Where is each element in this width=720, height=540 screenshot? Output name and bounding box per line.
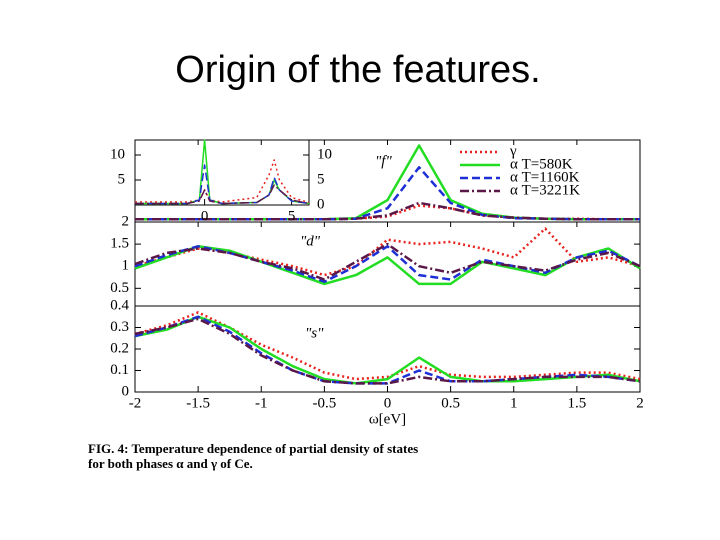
x-tick-label: -1.5: [186, 395, 210, 411]
x-tick-label: 1.5: [568, 395, 587, 411]
series-line: [134, 227, 641, 277]
y-tick-label: 1: [122, 258, 130, 274]
y-tick-label: 0.5: [110, 280, 129, 296]
legend-label: γ: [509, 143, 517, 159]
legend-label: α T=580K: [510, 156, 573, 172]
x-tick-label: -1: [255, 395, 268, 411]
panel-label: "s": [305, 325, 324, 341]
y-tick-label: 0: [122, 383, 130, 399]
panel-label: "d": [300, 233, 321, 249]
x-tick-label: 0.5: [441, 395, 460, 411]
y-tick-label: 2: [122, 213, 130, 229]
x-tick-label: 2: [636, 395, 644, 411]
series-line: [135, 164, 310, 205]
series-line: [135, 166, 640, 221]
x-tick-label: 5: [288, 208, 296, 224]
series-line: [135, 159, 310, 204]
x-tick-label: 0: [201, 208, 209, 224]
plot-frame: [134, 139, 310, 206]
legend-label: α T=1160K: [510, 169, 580, 185]
y-tick-label: 0.2: [110, 340, 129, 356]
series-line: [134, 317, 641, 385]
panel-label: "f": [375, 153, 392, 169]
y-tick-label: 0.4: [110, 297, 129, 313]
y-tick-label: 0.1: [110, 362, 129, 378]
y-tick-label: 1.5: [110, 236, 129, 252]
series-line: [135, 184, 310, 205]
figure-caption: FIG. 4: Temperature dependence of partia…: [88, 441, 418, 456]
x-tick-label: -0.5: [313, 395, 337, 411]
y-tick-label: 0.3: [110, 319, 129, 335]
x-tick-label: -2: [129, 395, 142, 411]
y-tick-label: 0: [317, 196, 325, 212]
y-tick-label: 10: [317, 146, 332, 162]
x-axis-label: ω[eV]: [369, 411, 406, 427]
series-line: [134, 315, 641, 385]
series-line: [134, 315, 641, 385]
y-tick-label: 5: [317, 171, 325, 187]
figure-caption: for both phases α and γ of Ce.: [88, 456, 253, 471]
x-tick-label: 0: [384, 395, 392, 411]
series-line: [134, 242, 641, 281]
series-line: [134, 245, 641, 286]
y-tick-label: 5: [118, 171, 126, 187]
y-tick-label: 10: [110, 146, 125, 162]
series-line: [134, 311, 641, 381]
x-tick-label: 1: [510, 395, 518, 411]
slide-title: Origin of the features.: [175, 49, 540, 91]
legend-label: α T=3221K: [510, 182, 580, 198]
